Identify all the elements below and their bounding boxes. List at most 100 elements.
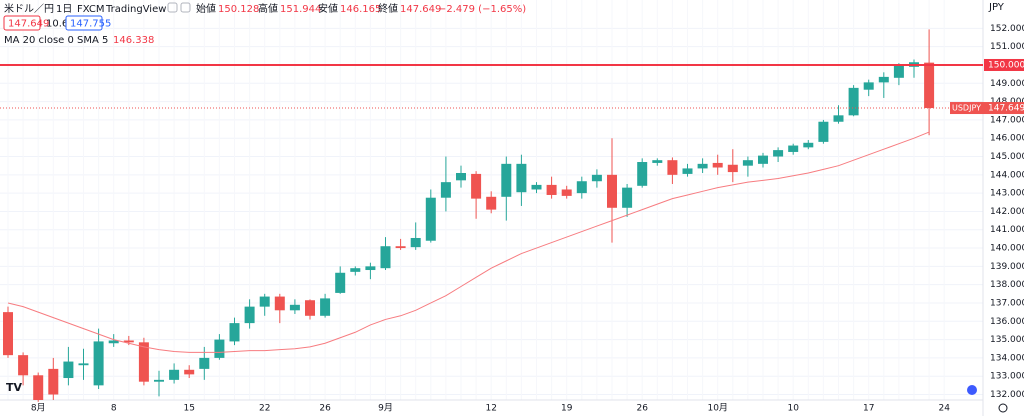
candle-body: [229, 323, 240, 342]
candle-body: [123, 340, 134, 343]
source: FXCM: [77, 4, 105, 15]
indicator-value: 146.338: [113, 35, 154, 46]
candle-body: [199, 357, 210, 369]
candle-body: [682, 168, 693, 174]
indicator: MA 20 close 0 SMA 5: [4, 35, 108, 46]
x-tick-label: 8: [111, 404, 117, 414]
candle-body: [652, 160, 663, 163]
candle-body: [667, 160, 678, 175]
ohlc-label: 終値: [378, 2, 398, 15]
candle-body: [108, 340, 119, 344]
candle-body: [259, 296, 270, 307]
candle-body: [863, 82, 874, 90]
y-tick-label: 136.000: [990, 317, 1024, 327]
candle-body: [531, 184, 542, 190]
x-tick-label: 12: [485, 404, 496, 414]
candle-body: [3, 312, 13, 356]
candle-body: [320, 298, 331, 316]
icon[interactable]: [167, 2, 178, 13]
spread: 10.6: [46, 19, 68, 30]
plot: [0, 29, 983, 402]
y-tick-label: 145.000: [990, 152, 1024, 162]
hline-label: 150.000: [988, 60, 1024, 70]
candle-body: [93, 341, 104, 386]
candle-body: [78, 363, 89, 366]
header: 米ドル／円 1日 FXCM TradingView 始値 150.128 高値 …: [3, 2, 1005, 46]
price-tag: [984, 102, 1024, 115]
symbol-label: USDJPY: [952, 104, 981, 113]
candle-body: [274, 296, 285, 311]
y-tick-label: 132.000: [990, 390, 1024, 400]
candle-body: [924, 62, 935, 109]
candle-body: [561, 189, 572, 196]
candle-body: [788, 145, 799, 152]
candle-body: [591, 174, 602, 182]
y-tick-label: 149.000: [990, 79, 1024, 89]
change: −2.479 (−1.65%): [438, 4, 526, 15]
candle-body: [712, 162, 723, 168]
candle-body: [169, 369, 180, 380]
candle-body: [607, 174, 617, 208]
bid-box[interactable]: [3, 15, 41, 31]
candle-body: [576, 181, 587, 194]
settings-icon[interactable]: [998, 403, 1008, 413]
candle-body: [697, 163, 708, 169]
candle-body: [410, 237, 421, 248]
candle-body: [758, 155, 768, 164]
grid: [0, 27, 983, 396]
candle-body: [773, 150, 784, 157]
candle-body: [727, 164, 738, 173]
y-tick-label: 135.000: [990, 335, 1024, 345]
candle-body: [244, 306, 255, 324]
candle-body: [486, 196, 497, 210]
x-tick-label: 9月: [378, 403, 393, 414]
ma-line: [7, 131, 930, 353]
y-tick-label: 139.000: [990, 262, 1024, 272]
ohlc-label: 高値: [258, 2, 278, 15]
ohlc-value: 147.649: [400, 4, 441, 15]
candle-body: [440, 182, 451, 198]
x-tick-label: 10: [787, 404, 799, 414]
flag-icon: [967, 385, 977, 395]
candle-body: [425, 197, 436, 241]
ohlc-value: 146.165: [340, 4, 381, 15]
ohlc-label: 安値: [318, 2, 338, 15]
ohlc-value: 151.944: [280, 4, 321, 15]
y-tick-label: 137.000: [990, 298, 1024, 308]
y-tick-label: 144.000: [990, 170, 1024, 180]
candle-body: [380, 246, 391, 269]
y-tick-label: 152.000: [990, 24, 1024, 34]
candle-body: [848, 87, 859, 116]
x-tick-label: 26: [636, 404, 648, 414]
candle-body: [395, 246, 406, 249]
interval: 1日: [56, 4, 72, 15]
y-tick-label: 151.000: [990, 42, 1024, 52]
symbol-tag: [950, 102, 984, 115]
candle-body: [350, 268, 361, 272]
x-tick-label: 17: [863, 404, 874, 414]
candle-body: [803, 142, 814, 148]
ask-box[interactable]: [65, 15, 103, 31]
x-tick-label: 22: [259, 404, 270, 414]
candle-body: [365, 266, 376, 271]
logo: TV: [6, 381, 23, 394]
candle-body: [214, 339, 225, 358]
candle-body: [501, 163, 512, 197]
currency: JPY: [988, 2, 1005, 13]
icon[interactable]: [180, 2, 191, 13]
candle-body: [138, 342, 149, 382]
price-label: 147.649: [988, 104, 1024, 114]
y-tick-label: 147.000: [990, 115, 1024, 125]
candle-body: [833, 115, 844, 122]
candle-body: [622, 187, 633, 208]
x-tick-label: 26: [319, 404, 331, 414]
candle-body: [471, 173, 482, 199]
x-tick-label: 15: [183, 404, 194, 414]
candle-body: [818, 121, 829, 142]
y-tick-label: 141.000: [990, 225, 1024, 235]
candle-body: [516, 163, 527, 193]
candle-body: [893, 65, 904, 78]
x-tick-label: 10月: [707, 403, 727, 414]
